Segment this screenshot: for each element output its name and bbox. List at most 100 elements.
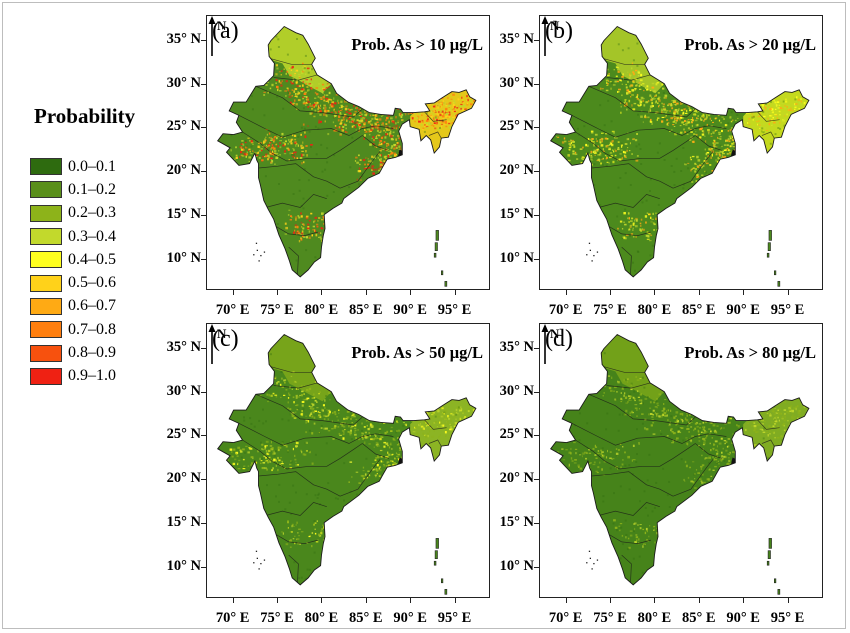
probability-pixel (690, 119, 694, 121)
probability-pixel (703, 481, 706, 483)
probability-pixel (651, 123, 653, 125)
probability-pixel (359, 120, 361, 123)
probability-pixel (379, 437, 382, 441)
probability-pixel (266, 452, 269, 455)
probability-pixel (742, 147, 744, 150)
probability-pixel (460, 447, 463, 449)
probability-pixel (742, 458, 745, 462)
probability-pixel (651, 98, 654, 100)
state-boundary (606, 74, 651, 81)
probability-pixel (325, 100, 328, 102)
probability-pixel (358, 130, 360, 132)
probability-pixel (271, 160, 274, 163)
probability-pixel (439, 426, 441, 428)
probability-pixel (329, 523, 332, 526)
probability-pixel (735, 434, 737, 437)
probability-pixel (777, 78, 780, 81)
probability-pixel (750, 560, 753, 563)
probability-pixel (662, 68, 664, 71)
probability-pixel (616, 80, 619, 83)
probability-pixel (621, 386, 624, 389)
panel-letter: (a) (212, 18, 239, 44)
probability-pixel (620, 105, 622, 108)
probability-pixel (644, 544, 646, 547)
probability-pixel (619, 153, 622, 155)
probability-pixel (777, 101, 780, 103)
probability-pixel (750, 462, 753, 464)
probability-pixel (703, 430, 706, 432)
probability-pixel (313, 393, 315, 396)
probability-pixel (466, 100, 469, 101)
probability-pixel (786, 420, 789, 422)
probability-pixel (280, 84, 283, 87)
probability-pixel (234, 61, 237, 64)
probability-pixel (275, 395, 278, 398)
probability-pixel (289, 539, 292, 542)
probability-pixel (460, 241, 463, 243)
probability-pixel (671, 100, 674, 102)
probability-pixel (683, 128, 685, 131)
panel-letter: (c) (212, 326, 239, 352)
probability-pixel (472, 409, 475, 412)
probability-pixel (396, 483, 398, 486)
probability-pixel (372, 114, 375, 116)
andaman-island (441, 578, 444, 584)
probability-pixel (440, 424, 443, 427)
probability-pixel (311, 108, 314, 110)
probability-pixel (728, 445, 730, 448)
probability-pixel (385, 133, 388, 136)
probability-pixel (723, 156, 727, 159)
probability-pixel (378, 143, 380, 146)
probability-pixel (351, 425, 354, 427)
probability-pixel (708, 546, 711, 548)
probability-pixel (741, 456, 745, 459)
probability-pixel (301, 404, 304, 407)
probability-pixel (697, 159, 701, 162)
probability-pixel (422, 414, 426, 417)
probability-pixel (250, 464, 253, 466)
probability-pixel (616, 66, 619, 69)
india-map (217, 333, 477, 595)
probability-pixel (728, 459, 731, 463)
probability-pixel (275, 384, 278, 387)
probability-pixel (712, 456, 714, 458)
probability-pixel (300, 576, 303, 579)
probability-pixel (634, 407, 638, 410)
probability-pixel (418, 158, 421, 160)
probability-pixel (582, 147, 585, 150)
probability-pixel (793, 556, 796, 559)
probability-pixel (603, 461, 606, 463)
probability-pixel (715, 431, 718, 434)
probability-pixel (328, 391, 331, 394)
probability-pixel (593, 163, 596, 166)
probability-pixel (701, 454, 703, 457)
probability-pixel (441, 32, 444, 35)
probability-pixel (364, 128, 367, 131)
probability-pixel (748, 123, 751, 125)
probability-pixel (712, 142, 714, 144)
probability-pixel (374, 114, 377, 117)
probability-pixel (733, 469, 735, 471)
probability-pixel (713, 430, 715, 432)
probability-pixel (741, 162, 744, 164)
probability-pixel (690, 64, 692, 67)
probability-pixel (380, 142, 383, 146)
probability-pixel (341, 105, 343, 109)
probability-pixel (305, 398, 308, 401)
probability-pixel (356, 161, 359, 164)
probability-pixel (433, 97, 435, 100)
probability-pixel (225, 62, 228, 65)
probability-pixel (316, 520, 318, 522)
probability-pixel (649, 413, 653, 415)
probability-pixel (795, 100, 798, 103)
probability-pixel (390, 135, 393, 138)
probability-pixel (751, 116, 754, 119)
probability-pixel (593, 149, 597, 152)
probability-pixel (346, 410, 350, 413)
probability-pixel (600, 162, 602, 165)
probability-pixel (342, 432, 345, 435)
probability-pixel (692, 140, 695, 143)
probability-pixel (748, 534, 751, 537)
probability-pixel (217, 452, 220, 455)
probability-pixel (660, 219, 663, 221)
